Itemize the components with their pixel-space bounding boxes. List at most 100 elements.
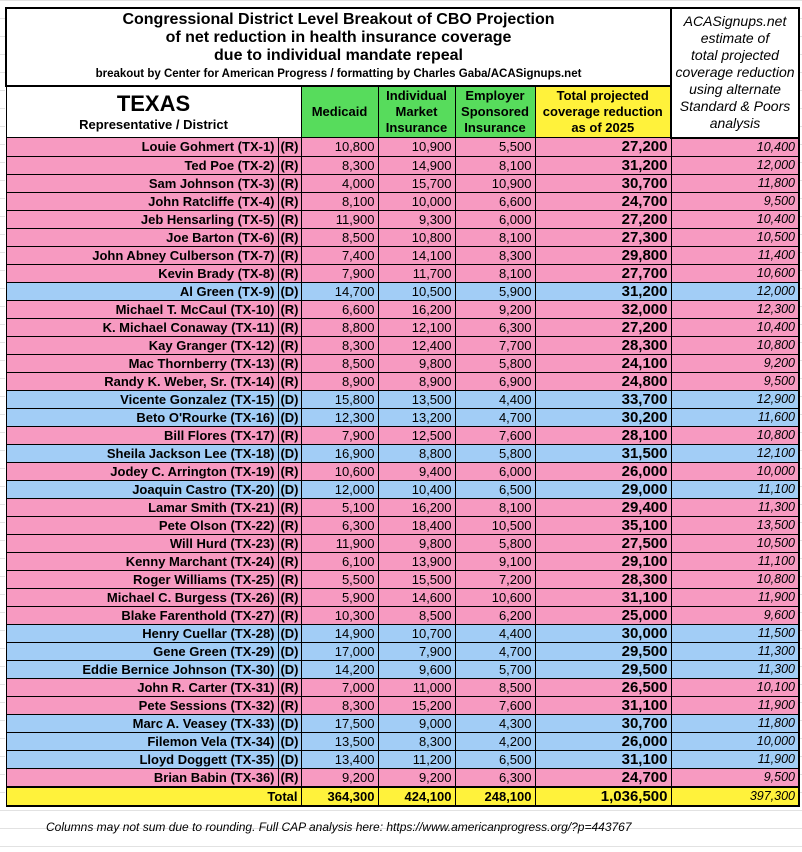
individual-market-value: 12,500: [377, 425, 456, 445]
representative-name: John R. Carter (TX-31): [5, 677, 279, 697]
footnote: Columns may not sum due to rounding. Ful…: [46, 820, 632, 834]
table-row: Eddie Bernice Johnson (TX-30) (D) 14,200 9,…: [5, 659, 800, 679]
representative-name: Sheila Jackson Lee (TX-18): [5, 443, 279, 463]
title-line-3: due to individual mandate repeal: [214, 47, 463, 64]
representative-name: Marc A. Veasey (TX-33): [5, 713, 279, 733]
representative-name: Filemon Vela (TX-34): [5, 731, 279, 751]
party: (R): [277, 245, 302, 265]
table-row: Filemon Vela (TX-34) (D) 13,500 8,300 4,200 2…: [5, 731, 800, 751]
medicaid-value: 14,200: [300, 659, 379, 679]
individual-market-value: 10,900: [377, 137, 456, 157]
total-value: 30,700: [534, 173, 672, 193]
alt-header-line: using alternate: [689, 81, 781, 98]
total-value: 31,100: [534, 695, 672, 715]
table-row: Joaquin Castro (TX-20) (D) 12,000 10,400 6,5…: [5, 479, 800, 499]
total-value: 30,200: [534, 407, 672, 427]
total-value: 29,400: [534, 497, 672, 517]
party: (D): [277, 641, 302, 661]
medicaid-value: 8,800: [300, 317, 379, 337]
alt-estimate-value: 11,100: [670, 479, 800, 499]
alt-estimate-value: 9,500: [670, 767, 800, 787]
representative-name: Pete Sessions (TX-32): [5, 695, 279, 715]
employer-value: 4,200: [454, 731, 536, 751]
total-individual-market: 424,100: [377, 785, 456, 807]
medicaid-value: 12,000: [300, 479, 379, 499]
employer-value: 8,100: [454, 497, 536, 517]
representative-name: Kenny Marchant (TX-24): [5, 551, 279, 571]
representative-name: Lamar Smith (TX-21): [5, 497, 279, 517]
alt-header-line: Standard & Poors: [679, 98, 791, 115]
alt-estimate-value: 12,000: [670, 281, 800, 301]
party: (R): [277, 461, 302, 481]
medicaid-value: 6,100: [300, 551, 379, 571]
employer-value: 5,700: [454, 659, 536, 679]
medicaid-value: 10,800: [300, 137, 379, 157]
individual-market-value: 13,500: [377, 389, 456, 409]
employer-value: 6,900: [454, 371, 536, 391]
medicaid-value: 16,900: [300, 443, 379, 463]
total-alt-estimate: 397,300: [670, 785, 800, 807]
header-line: Employer: [465, 88, 525, 103]
individual-market-value: 8,800: [377, 443, 456, 463]
header-line: Insurance: [385, 120, 448, 135]
coverage-table: Congressional District Level Breakout of…: [5, 7, 800, 807]
table-row: Randy K. Weber, Sr. (TX-14) (R) 8,900 8,900…: [5, 371, 800, 391]
table-row: Gene Green (TX-29) (D) 17,000 7,900 4,700 29,…: [5, 641, 800, 661]
alt-estimate-value: 11,300: [670, 659, 800, 679]
party: (R): [277, 209, 302, 229]
medicaid-value: 7,900: [300, 425, 379, 445]
total-value: 31,100: [534, 749, 672, 769]
total-value: 29,500: [534, 659, 672, 679]
individual-market-value: 11,700: [377, 263, 456, 283]
medicaid-value: 5,500: [300, 569, 379, 589]
table-row: John Ratcliffe (TX-4) (R) 8,100 10,000 6,600…: [5, 191, 800, 211]
party: (R): [277, 551, 302, 571]
medicaid-value: 8,300: [300, 335, 379, 355]
representative-name: Roger Williams (TX-25): [5, 569, 279, 589]
individual-market-value: 9,400: [377, 461, 456, 481]
alt-estimate-header: ACASignups.net estimate of total project…: [670, 7, 800, 139]
alt-estimate-value: 11,900: [670, 695, 800, 715]
state-header: TEXAS Representative / District: [5, 85, 302, 138]
party: (R): [277, 515, 302, 535]
alt-header-line: total projected: [691, 47, 779, 64]
individual-market-value: 9,200: [377, 767, 456, 787]
individual-market-value: 14,900: [377, 155, 456, 175]
party: (R): [277, 425, 302, 445]
party: (R): [277, 353, 302, 373]
table-row: Marc A. Veasey (TX-33) (D) 17,500 9,000 4,30…: [5, 713, 800, 733]
party: (D): [277, 407, 302, 427]
employer-value: 6,000: [454, 209, 536, 229]
party: (R): [277, 263, 302, 283]
individual-market-value: 15,700: [377, 173, 456, 193]
medicaid-value: 8,500: [300, 227, 379, 247]
state-name: TEXAS: [116, 91, 191, 116]
table-row: Louie Gohmert (TX-1) (R) 10,800 10,900 5,500…: [5, 137, 800, 157]
individual-market-value: 10,800: [377, 227, 456, 247]
representative-name: Brian Babin (TX-36): [5, 767, 279, 787]
alt-estimate-value: 9,500: [670, 191, 800, 211]
medicaid-value: 17,000: [300, 641, 379, 661]
party: (R): [277, 173, 302, 193]
medicaid-value: 14,700: [300, 281, 379, 301]
header-line: coverage reduction: [542, 104, 663, 119]
alt-estimate-value: 11,100: [670, 551, 800, 571]
alt-estimate-value: 10,600: [670, 263, 800, 283]
medicaid-value: 10,600: [300, 461, 379, 481]
party: (D): [277, 389, 302, 409]
medicaid-value: 6,300: [300, 515, 379, 535]
alt-estimate-value: 11,900: [670, 749, 800, 769]
representative-name: Lloyd Doggett (TX-35): [5, 749, 279, 769]
individual-market-value: 11,200: [377, 749, 456, 769]
header-line: Sponsored: [461, 104, 529, 119]
total-value: 28,100: [534, 425, 672, 445]
individual-market-value: 10,000: [377, 191, 456, 211]
alt-estimate-value: 10,400: [670, 317, 800, 337]
alt-estimate-value: 10,800: [670, 569, 800, 589]
representative-name: Joaquin Castro (TX-20): [5, 479, 279, 499]
title-credit: breakout by Center for American Progress…: [95, 68, 582, 80]
employer-value: 4,700: [454, 641, 536, 661]
employer-value: 8,100: [454, 227, 536, 247]
party: (R): [277, 299, 302, 319]
representative-name: Pete Olson (TX-22): [5, 515, 279, 535]
